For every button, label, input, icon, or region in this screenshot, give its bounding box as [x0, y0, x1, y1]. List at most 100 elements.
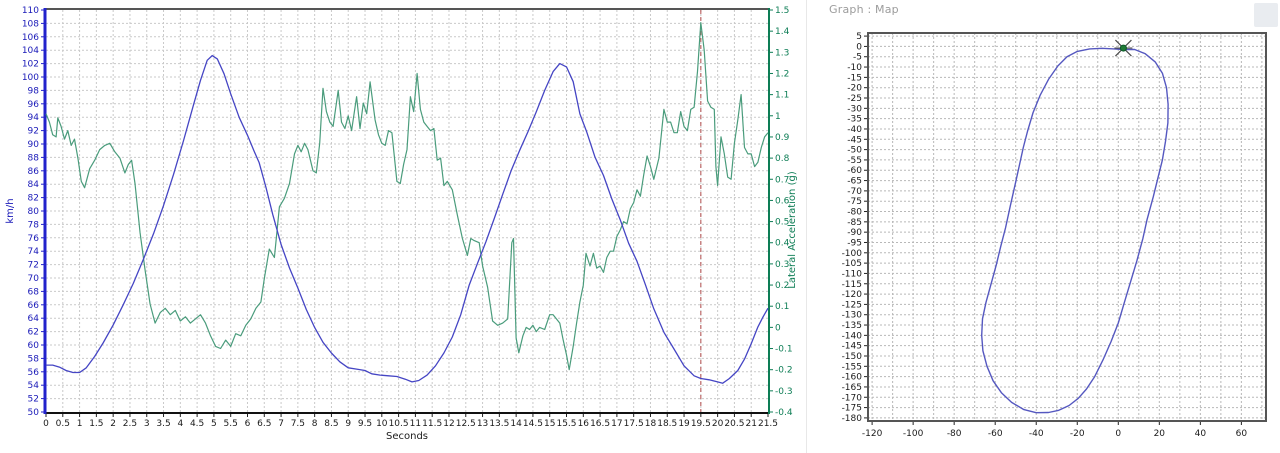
svg-text:-55: -55 — [847, 156, 862, 166]
speed-lateral-chart[interactable]: 5052545658606264666870727476788082848688… — [0, 0, 806, 453]
svg-text:78: 78 — [28, 220, 40, 230]
svg-text:0.2: 0.2 — [775, 281, 789, 291]
map-panel: Graph : Map -180 -175 -170 -165 -160 -155 -150… — [806, 0, 1280, 453]
svg-text:56: 56 — [28, 368, 40, 378]
svg-text:-110: -110 — [842, 269, 863, 279]
svg-text:-155: -155 — [842, 362, 862, 372]
svg-text:-135: -135 — [842, 321, 862, 331]
svg-text:0.8: 0.8 — [775, 154, 790, 164]
svg-text:9.5: 9.5 — [358, 419, 372, 429]
svg-text:50: 50 — [28, 408, 40, 418]
lateral-acceleration-line — [45, 22, 769, 371]
svg-text:-15: -15 — [847, 73, 862, 83]
svg-text:Lateral Acceleration (g): Lateral Acceleration (g) — [787, 171, 798, 289]
svg-text:2: 2 — [110, 419, 116, 429]
svg-text:21.5: 21.5 — [758, 419, 778, 429]
svg-text:-35: -35 — [847, 115, 862, 125]
svg-text:-130: -130 — [842, 311, 863, 321]
svg-text:0.5: 0.5 — [775, 218, 789, 228]
svg-text:-150: -150 — [842, 352, 863, 362]
svg-text:-65: -65 — [847, 177, 862, 187]
svg-text:76: 76 — [28, 234, 40, 244]
svg-text:5: 5 — [856, 32, 862, 42]
svg-text:11.5: 11.5 — [422, 419, 442, 429]
panel-menu-button[interactable] — [1254, 3, 1278, 27]
svg-text:58: 58 — [28, 354, 40, 364]
svg-text:8.5: 8.5 — [324, 419, 338, 429]
svg-text:68: 68 — [28, 287, 40, 297]
svg-text:9: 9 — [345, 419, 351, 429]
svg-text:-20: -20 — [847, 84, 862, 94]
svg-text:-160: -160 — [842, 373, 863, 383]
svg-text:-125: -125 — [842, 300, 862, 310]
svg-text:-0.1: -0.1 — [775, 345, 793, 355]
svg-text:100: 100 — [22, 73, 39, 83]
svg-text:0.6: 0.6 — [775, 196, 790, 206]
svg-text:94: 94 — [28, 113, 40, 123]
svg-text:4: 4 — [177, 419, 183, 429]
svg-text:-0.4: -0.4 — [775, 408, 793, 418]
svg-text:-175: -175 — [842, 404, 862, 414]
svg-text:0.9: 0.9 — [775, 133, 790, 143]
svg-text:60: 60 — [1236, 429, 1248, 439]
svg-text:12: 12 — [443, 419, 454, 429]
svg-text:-60: -60 — [847, 166, 862, 176]
svg-text:-170: -170 — [842, 393, 863, 403]
svg-text:66: 66 — [28, 301, 40, 311]
speed-line — [46, 54, 769, 384]
svg-text:0.1: 0.1 — [775, 302, 789, 312]
svg-text:5.5: 5.5 — [224, 419, 238, 429]
svg-text:-105: -105 — [842, 259, 862, 269]
svg-text:82: 82 — [28, 194, 39, 204]
svg-text:62: 62 — [28, 328, 39, 338]
svg-text:21: 21 — [745, 419, 756, 429]
svg-text:3.5: 3.5 — [156, 419, 170, 429]
svg-text:Seconds: Seconds — [386, 431, 428, 442]
svg-text:40: 40 — [1195, 429, 1207, 439]
svg-text:1.3: 1.3 — [775, 48, 789, 58]
svg-text:-80: -80 — [947, 429, 962, 439]
svg-text:-75: -75 — [847, 197, 862, 207]
svg-text:1.1: 1.1 — [775, 91, 789, 101]
svg-text:98: 98 — [28, 86, 40, 96]
svg-text:-100: -100 — [842, 249, 863, 259]
svg-text:102: 102 — [22, 60, 39, 70]
svg-text:10: 10 — [376, 419, 388, 429]
svg-text:-70: -70 — [847, 187, 862, 197]
svg-text:14.5: 14.5 — [523, 419, 543, 429]
svg-text:-120: -120 — [862, 429, 883, 439]
map-position-marker — [1114, 39, 1133, 57]
svg-text:-85: -85 — [847, 218, 862, 228]
svg-text:2.5: 2.5 — [123, 419, 137, 429]
svg-text:-180: -180 — [842, 414, 863, 424]
svg-text:64: 64 — [28, 314, 40, 324]
svg-text:-60: -60 — [988, 429, 1003, 439]
svg-text:-0.3: -0.3 — [775, 387, 793, 397]
svg-text:1: 1 — [77, 419, 83, 429]
svg-text:6.5: 6.5 — [257, 419, 271, 429]
svg-text:12.5: 12.5 — [456, 419, 476, 429]
svg-text:-80: -80 — [847, 208, 862, 218]
svg-text:-165: -165 — [842, 383, 862, 393]
svg-text:72: 72 — [28, 261, 39, 271]
svg-text:16.5: 16.5 — [590, 419, 610, 429]
svg-text:20: 20 — [712, 419, 724, 429]
svg-text:-140: -140 — [842, 331, 863, 341]
svg-text:70: 70 — [28, 274, 40, 284]
svg-text:0.4: 0.4 — [775, 239, 790, 249]
svg-text:108: 108 — [22, 19, 39, 29]
svg-text:106: 106 — [22, 33, 39, 43]
svg-text:-40: -40 — [1029, 429, 1044, 439]
svg-text:0.3: 0.3 — [775, 260, 789, 270]
svg-text:1: 1 — [775, 112, 781, 122]
track-map-chart[interactable]: -180-175-170-165-160-155-150-145-140-135… — [807, 0, 1280, 453]
svg-text:-95: -95 — [847, 238, 862, 248]
svg-text:1.5: 1.5 — [775, 6, 789, 16]
svg-text:96: 96 — [28, 100, 40, 110]
svg-text:-10: -10 — [847, 63, 862, 73]
svg-text:-120: -120 — [842, 290, 863, 300]
svg-text:86: 86 — [28, 167, 40, 177]
svg-text:74: 74 — [28, 247, 40, 257]
svg-text:90: 90 — [28, 140, 40, 150]
